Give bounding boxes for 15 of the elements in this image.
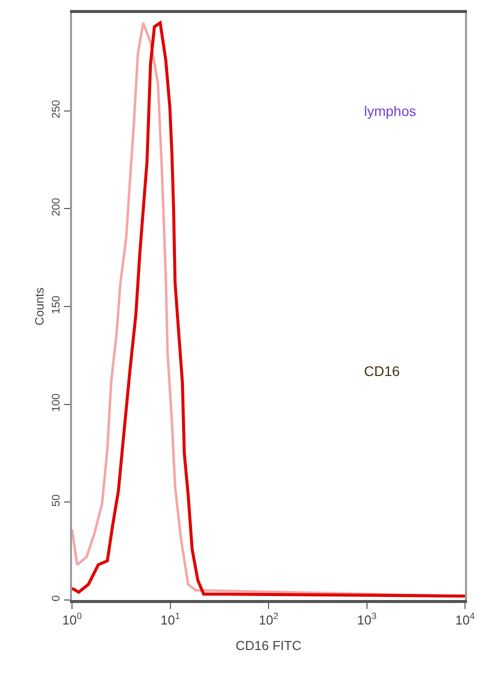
y-axis-title: Counts (32, 287, 46, 326)
y-tick-label: 150 (50, 296, 63, 314)
annotation: CD16 (364, 363, 400, 379)
y-tick-label: 200 (50, 198, 63, 216)
y-tick-label: 0 (50, 595, 63, 602)
y-tick-label: 50 (50, 494, 63, 507)
x-tick-label: 10$^{2}$ (258, 611, 278, 628)
x-axis-title: CD16 FITC (236, 638, 302, 654)
x-tick-label: 10$^{3}$ (356, 611, 377, 628)
y-tick-label: 250 (50, 100, 63, 118)
x-tick-label: 10$^{0}$ (62, 611, 82, 628)
annotation: lymphos (364, 103, 416, 119)
y-tick-label: 100 (50, 394, 63, 412)
x-tick-label: 10$^{1}$ (160, 611, 180, 628)
x-tick-label: 10$^{4}$ (455, 611, 475, 628)
